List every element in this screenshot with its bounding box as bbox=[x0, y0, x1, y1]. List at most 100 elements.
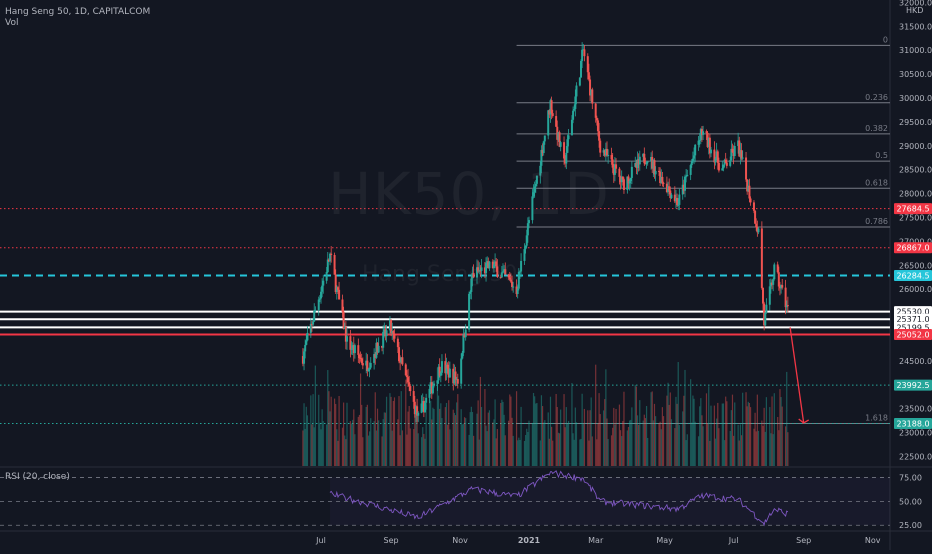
candle-body bbox=[507, 274, 510, 278]
volume-bar bbox=[494, 399, 496, 466]
candle-body bbox=[563, 142, 566, 159]
volume-bar bbox=[485, 425, 487, 466]
volume-bar bbox=[730, 410, 732, 466]
candle-body bbox=[461, 352, 464, 359]
candle-body bbox=[469, 291, 472, 294]
volume-bar bbox=[723, 440, 726, 466]
candle-body bbox=[572, 110, 575, 120]
candle-body bbox=[708, 137, 711, 154]
volume-bar bbox=[517, 440, 519, 466]
candle-body bbox=[335, 287, 338, 293]
volume-bar bbox=[502, 401, 504, 466]
candle-body bbox=[313, 310, 316, 322]
candle-body bbox=[755, 223, 758, 228]
volume-bar bbox=[431, 419, 433, 466]
candle-body bbox=[398, 347, 400, 362]
candle-body bbox=[422, 400, 425, 413]
volume-bar bbox=[350, 423, 353, 466]
volume-bar bbox=[477, 400, 479, 466]
volume-bar bbox=[527, 431, 529, 466]
volume-bar bbox=[461, 424, 463, 466]
candle-body bbox=[448, 368, 451, 378]
volume-bar bbox=[311, 424, 313, 466]
volume-bar bbox=[670, 419, 673, 466]
symbol-legend[interactable]: Hang Seng 50, 1D, CAPITALCOM bbox=[5, 7, 151, 17]
volume-bar bbox=[674, 428, 676, 466]
candle-body bbox=[462, 333, 465, 353]
volume-bar bbox=[304, 428, 306, 466]
candle-body bbox=[377, 345, 380, 353]
volume-bar bbox=[425, 404, 427, 466]
volume-bar bbox=[541, 406, 544, 466]
candle-body bbox=[723, 159, 726, 165]
candle-body bbox=[509, 279, 512, 282]
volume-bar bbox=[407, 411, 409, 466]
candle-body bbox=[543, 135, 546, 142]
candle-body bbox=[368, 367, 371, 370]
volume-bar bbox=[555, 393, 557, 466]
volume-bar bbox=[318, 394, 320, 466]
volume-bar bbox=[734, 402, 736, 466]
candle-body bbox=[573, 108, 576, 111]
candle-body bbox=[551, 113, 554, 117]
volume-bar bbox=[754, 412, 756, 466]
volume-bar bbox=[361, 404, 363, 466]
candle-body bbox=[342, 311, 345, 329]
candle-body bbox=[413, 401, 416, 415]
volume-bar bbox=[539, 440, 541, 466]
volume-bar bbox=[778, 430, 780, 466]
candle-body bbox=[485, 262, 488, 274]
candle-body bbox=[627, 176, 630, 184]
volume-bar bbox=[449, 429, 451, 466]
candle-body bbox=[401, 357, 404, 365]
volume-legend[interactable]: Vol bbox=[5, 18, 19, 28]
volume-bar bbox=[400, 391, 402, 466]
candle-body bbox=[436, 380, 439, 384]
volume-bar bbox=[424, 438, 426, 466]
volume-bar bbox=[488, 410, 491, 466]
volume-bar bbox=[415, 415, 417, 466]
candle-body bbox=[453, 371, 456, 384]
volume-bar bbox=[685, 440, 687, 466]
volume-bar bbox=[476, 413, 478, 466]
volume-bar bbox=[440, 403, 442, 466]
volume-bar bbox=[441, 418, 443, 466]
candle-body bbox=[747, 185, 750, 192]
volume-bar bbox=[623, 391, 625, 466]
volume-bar bbox=[764, 431, 766, 466]
volume-bar bbox=[362, 437, 364, 466]
candle-body bbox=[390, 319, 393, 334]
candle-body bbox=[567, 135, 570, 140]
volume-bar bbox=[457, 394, 459, 466]
volume-bar bbox=[518, 437, 520, 466]
candle-body bbox=[714, 158, 717, 163]
volume-bar bbox=[528, 420, 530, 466]
volume-bar bbox=[390, 396, 392, 466]
volume-bar bbox=[630, 419, 632, 466]
price-badge-label: 25052.0 bbox=[896, 330, 929, 339]
volume-bar bbox=[748, 402, 751, 466]
candle-body bbox=[654, 170, 657, 175]
y-tick-label: 26500.0 bbox=[899, 261, 932, 270]
volume-bar bbox=[571, 383, 573, 466]
candle-body bbox=[528, 220, 530, 224]
candle-body bbox=[643, 153, 646, 164]
volume-bar bbox=[381, 436, 383, 466]
candle-body bbox=[604, 148, 607, 156]
candle-body bbox=[780, 285, 783, 289]
volume-bar bbox=[642, 420, 644, 466]
candle-body bbox=[322, 280, 325, 286]
candle-body bbox=[636, 159, 639, 168]
fib-label: 0 bbox=[883, 35, 888, 44]
volume-bar bbox=[655, 416, 657, 466]
volume-bar bbox=[321, 409, 323, 466]
candle-body bbox=[682, 184, 685, 191]
candle-body bbox=[412, 391, 415, 402]
candle-body bbox=[517, 271, 520, 289]
candle-body bbox=[303, 351, 306, 364]
volume-bar bbox=[701, 415, 703, 466]
rsi-legend[interactable]: RSI (20, close) bbox=[5, 472, 70, 482]
volume-bar bbox=[456, 402, 458, 466]
candle-body bbox=[439, 372, 442, 376]
